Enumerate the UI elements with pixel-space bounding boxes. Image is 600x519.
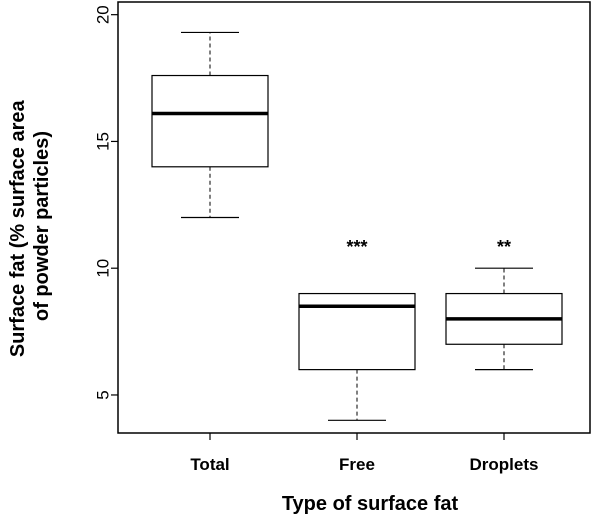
significance-label-free: ***	[346, 237, 367, 257]
box-free	[298, 292, 416, 421]
box-total	[151, 31, 269, 219]
y-tick-label-10: 10	[93, 259, 112, 278]
significance-label-droplets: **	[497, 237, 511, 257]
plot-frame	[117, 1, 591, 434]
y-tick-label-15: 15	[93, 132, 112, 151]
y-axis-title-line-2: of powder particles)	[31, 131, 53, 321]
x-tick-label-free: Free	[339, 455, 375, 474]
iqr-box-total	[151, 74, 269, 168]
y-axis-title: Surface fat (% surface area of powder pa…	[7, 95, 53, 357]
box-droplets	[445, 267, 563, 371]
y-tick-label-5: 5	[93, 390, 112, 399]
x-tick-label-total: Total	[190, 455, 229, 474]
x-tick-label-droplets: Droplets	[470, 455, 539, 474]
y-axis-title-line-1: Surface fat (% surface area	[7, 100, 29, 358]
x-axis-title: Type of surface fat	[282, 493, 459, 515]
y-tick-label-20: 20	[93, 5, 112, 24]
